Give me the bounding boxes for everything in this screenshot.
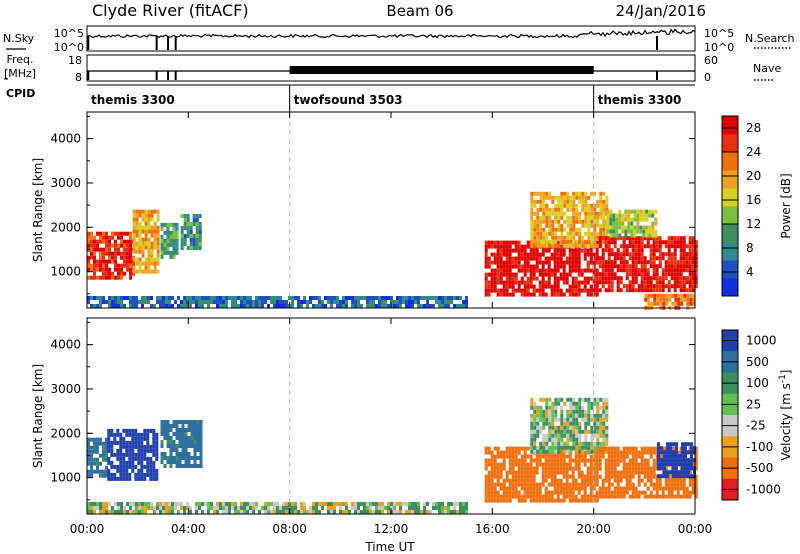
x-axis-label: Time UT [364,540,415,554]
xtick-label-4: 16:00 [475,522,510,536]
velocity-ytick-label-3: 4000 [50,338,81,352]
nave-tick-bottom: 0 [704,71,711,84]
cpid-mode-0: themis 3300 [91,93,175,107]
power-region-3 [180,214,202,250]
cpid-label: CPID [6,87,35,100]
power-colorbar-label-4: 20 [746,169,761,183]
cpid-mode-2: themis 3300 [598,93,682,107]
freq-tick-top: 18 [68,54,82,67]
velocity-colorbar-frame [721,329,739,501]
xtick-label-3: 12:00 [374,522,409,536]
velocity-panel: 1000 2000 3000 4000 Slant Range [km] 00:00 04:… [31,317,713,536]
power-region-9 [644,293,696,310]
power-colorbar-label-6: 28 [746,121,761,135]
nave-tick-top: 60 [704,54,718,67]
xtick-label-1: 04:00 [171,522,206,536]
power-ytick-label-3: 4000 [50,132,81,146]
power-colorbar-swatch-8 [722,134,738,153]
cpid-strip: CPID themis 3300 twofsound 3503 themis 330… [6,84,695,112]
power-region-5 [484,240,599,297]
velocity-colorbar-label-5: -100 [746,440,773,454]
velocity-region-3 [87,502,468,514]
nsky-label: N.Sky [3,32,35,45]
velocity-colorbar-label-7: -1000 [746,482,781,496]
power-region-6 [530,191,609,248]
count-tick-right-bottom: 10^0 [704,41,734,54]
velocity-region-1 [107,428,159,481]
nave-label: Nave [753,62,781,75]
count-trace [86,28,696,39]
xtick-label-6: 00:00 [678,522,713,536]
power-colorbar-label-1: 8 [746,241,754,255]
power-colorbar-label-3: 16 [746,193,761,207]
power-colorbar-swatch-6 [722,170,738,189]
power-colorbar: 4 8 12 16 20 24 28 Power [dB] [721,115,793,297]
station-title: Clyde River (fitACF) [92,1,249,20]
freq-strip-frame [86,54,696,82]
power-colorbar-label-2: 12 [746,217,761,231]
power-ylabel: Slant Range [km] [31,158,45,262]
velocity-colorbar-label-6: -500 [746,461,773,475]
velocity-colorbar: 1000 500 100 25 -25 -100 -500 -1000 Velocity [m … [721,329,793,501]
velocity-colorbar-label-2: 100 [746,376,769,390]
count-tick-left-top: 10^5 [54,27,84,40]
cpid-mode-1: twofsound 3503 [294,93,403,107]
power-axes: 1000 2000 3000 4000 Slant Range [km] [31,111,696,309]
velocity-cells [87,318,698,514]
date-title: 24/Jan/2016 [616,2,707,20]
velocity-ytick-label-2: 3000 [50,382,81,396]
xtick-label-5: 20:00 [576,522,611,536]
velocity-colorbar-label-4: -25 [746,419,766,433]
power-ytick-label-0: 1000 [50,265,81,279]
power-colorbar-swatch-0 [722,278,738,297]
power-colorbar-swatch-1 [722,260,738,279]
power-colorbar-label-5: 24 [746,145,761,159]
nave-dense-band [289,66,594,74]
power-colorbar-swatch-9 [722,116,738,135]
velocity-axes: 1000 2000 3000 4000 Slant Range [km] 00:00 04:… [31,317,713,536]
xtick-label-0: 00:00 [70,522,105,536]
freq-label-line2: [MHz] [4,67,36,80]
power-colorbar-swatch-2 [722,242,738,261]
power-cells [87,112,698,310]
power-ytick-label-2: 3000 [50,176,81,190]
velocity-colorbar-label-3: 25 [746,397,761,411]
velocity-region-2 [160,420,203,468]
velocity-ytick-label-1: 2000 [50,426,81,440]
power-ytick-label-1: 2000 [50,220,81,234]
velocity-colorbar-label-1: 500 [746,355,769,369]
power-colorbar-swatch-3 [722,224,738,243]
velocity-region-5 [530,397,609,454]
freq-label-line1: Freq. [6,53,33,66]
freq-tick-bottom: 8 [75,71,82,84]
velocity-ylabel: Slant Range [km] [31,364,45,468]
velocity-colorbar-label-0: 1000 [746,334,777,348]
count-strip-frame [86,25,696,52]
power-region-2 [160,222,179,259]
nsearch-label: N.Search [745,32,795,45]
power-colorbar-swatch-7 [722,152,738,171]
velocity-colorbar-title: Velocity [m s-1] [778,370,793,461]
power-colorbar-frame [721,115,739,297]
power-region-4 [87,296,468,308]
power-panel: 1000 2000 3000 4000 Slant Range [km] [31,111,698,310]
velocity-ytick-label-0: 1000 [50,471,81,485]
count-tick-right-top: 10^5 [704,27,734,40]
power-colorbar-swatch-4 [722,206,738,225]
count-strip: N.Sky N.Search 10^5 10^0 10^5 10^0 [3,25,795,54]
power-colorbar-label-0: 4 [746,265,754,279]
freq-strip: Freq. [MHz] 18 8 60 0 Nave [4,53,782,84]
power-region-1 [132,209,160,274]
power-region-8 [606,209,658,238]
xtick-label-2: 08:00 [272,522,307,536]
power-colorbar-title: Power [dB] [779,173,793,238]
count-tick-left-bottom: 10^0 [54,41,84,54]
beam-title: Beam 06 [386,2,453,20]
power-region-7 [598,236,698,293]
power-colorbar-swatch-5 [722,188,738,207]
velocity-region-0 [87,437,108,478]
